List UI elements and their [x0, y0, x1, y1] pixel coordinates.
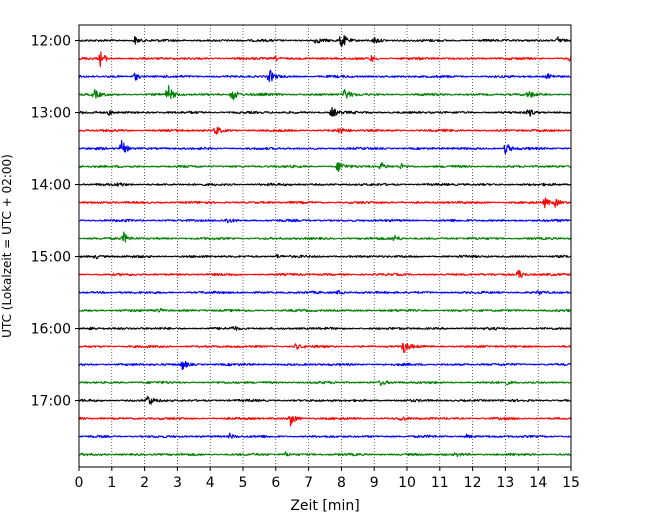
x-tick-label: 5	[239, 475, 248, 491]
trace-17:30	[78, 432, 572, 439]
x-tick-label: 9	[370, 475, 379, 491]
trace-17:45	[78, 451, 572, 458]
x-tick-label: 10	[398, 475, 416, 491]
plot-frame	[78, 24, 572, 468]
trace-13:30	[78, 139, 572, 155]
trace-12:15	[78, 51, 572, 68]
y-tick-label: 17:00	[31, 394, 71, 410]
y-tick-label: 15:00	[31, 250, 71, 266]
trace-14:00	[78, 182, 572, 187]
trace-13:15	[78, 126, 572, 135]
y-tick-label: 14:00	[31, 178, 71, 194]
y-tick-label: 13:00	[31, 106, 71, 122]
trace-14:30	[78, 218, 572, 224]
x-tick-label: 6	[271, 475, 280, 491]
x-tick-label: 12	[464, 475, 482, 491]
seismic-traces	[78, 34, 572, 458]
x-tick-label: 13	[496, 475, 514, 491]
trace-14:15	[78, 197, 572, 209]
x-axis-label: Zeit [min]	[290, 498, 359, 514]
trace-16:15	[78, 342, 572, 354]
y-axis-label: UTC (Lokalzeit = UTC + 02:00)	[0, 154, 14, 338]
trace-17:15	[78, 415, 572, 427]
x-tick-label: 11	[431, 475, 449, 491]
trace-15:45	[78, 308, 572, 313]
x-axis-ticks: 0 1 2 3 4 5 6 7 8 9 10 11 12 13 14 15	[75, 467, 580, 491]
x-tick-label: 14	[529, 475, 547, 491]
y-tick-label: 12:00	[31, 34, 71, 50]
trace-12:30	[78, 69, 572, 83]
trace-16:45	[78, 380, 572, 387]
x-tick-label: 0	[75, 475, 84, 491]
x-tick-label: 7	[304, 475, 313, 491]
x-tick-label: 15	[562, 475, 580, 491]
x-tick-label: 3	[173, 475, 182, 491]
trace-16:00	[78, 325, 572, 331]
trace-14:45	[78, 231, 572, 243]
trace-15:00	[78, 253, 572, 260]
trace-17:00	[78, 395, 572, 405]
x-tick-label: 1	[107, 475, 116, 491]
y-axis-ticks: 12:00 13:00 14:00 15:00 16:00 17:00	[31, 34, 79, 410]
x-tick-label: 4	[206, 475, 215, 491]
trace-12:00	[78, 34, 572, 48]
trace-13:45	[78, 162, 572, 173]
trace-13:00	[78, 106, 572, 117]
x-tick-label: 2	[140, 475, 149, 491]
trace-15:15	[78, 269, 572, 279]
trace-15:30	[78, 289, 572, 296]
trace-12:45	[78, 84, 572, 101]
trace-16:30	[78, 360, 572, 371]
y-tick-label: 16:00	[31, 322, 71, 338]
x-tick-label: 8	[337, 475, 346, 491]
